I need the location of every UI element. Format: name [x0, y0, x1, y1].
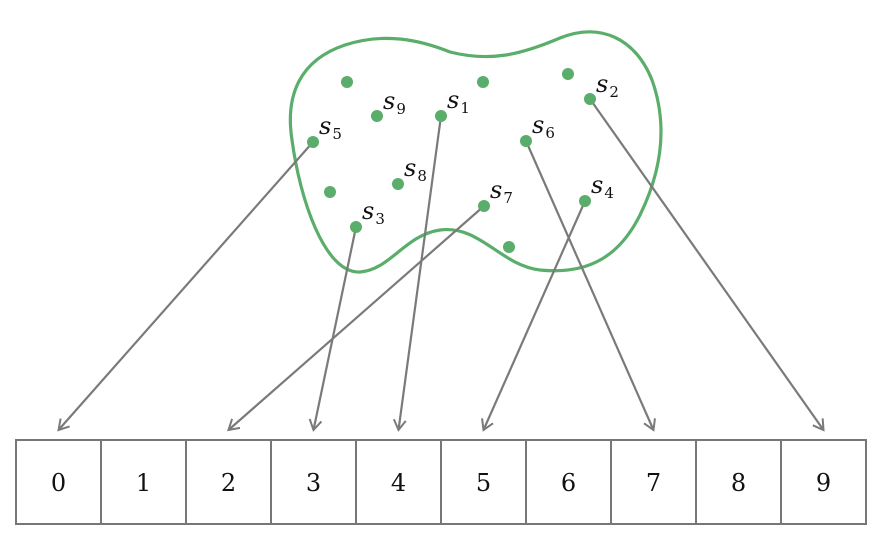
- hash-table: 0 1 2 3 4 5 6 7 8 9: [15, 439, 867, 525]
- table-cell-6: [525, 439, 612, 525]
- table-cell-label-1: 1: [136, 469, 151, 497]
- label-s8: s8: [404, 154, 427, 185]
- dot-s7: [478, 200, 490, 212]
- table-cell-4: [355, 439, 442, 525]
- dot-s6: [520, 135, 532, 147]
- arrow-s1-to-4: [392, 115, 443, 432]
- set-dots: [307, 68, 596, 253]
- arrow-s2-to-9: [589, 98, 825, 432]
- arrow-s6-to-7: [524, 140, 656, 432]
- label-s2: s2: [596, 70, 619, 101]
- arrow-s7-to-2: [227, 205, 485, 432]
- label-s6: s6: [532, 111, 555, 142]
- dot-s3: [350, 221, 362, 233]
- table-cell-label-4: 4: [391, 469, 406, 497]
- arrow-s3-to-3: [308, 226, 358, 432]
- table-cell-8: [695, 439, 782, 525]
- arrow-s4-to-5: [481, 200, 587, 432]
- dot-s9: [371, 110, 383, 122]
- label-s1: s1: [447, 86, 470, 117]
- table-cell-label-9: 9: [816, 469, 831, 497]
- mapping-arrows: [57, 98, 825, 432]
- table-cell-label-2: 2: [221, 469, 236, 497]
- table-cell-label-8: 8: [731, 469, 746, 497]
- unlabeled-dot: [324, 186, 336, 198]
- label-s4: s4: [591, 171, 614, 202]
- set-outline: [288, 30, 663, 274]
- dot-s8: [392, 178, 404, 190]
- arrow-s5-to-0: [57, 141, 314, 432]
- label-s3: s3: [362, 197, 385, 228]
- table-cell-9: [780, 439, 867, 525]
- unlabeled-dot: [503, 241, 515, 253]
- unlabeled-dot: [341, 76, 353, 88]
- table-cell-label-7: 7: [646, 469, 661, 497]
- dot-s4: [579, 195, 591, 207]
- unlabeled-dot: [477, 76, 489, 88]
- label-s5: s5: [319, 112, 342, 143]
- table-cell-label-5: 5: [476, 469, 491, 497]
- dot-s2: [584, 93, 596, 105]
- table-cell-0: [15, 439, 102, 525]
- label-s7: s7: [490, 176, 513, 207]
- dot-s1: [435, 110, 447, 122]
- dot-s5: [307, 136, 319, 148]
- table-cell-1: [100, 439, 187, 525]
- table-cell-label-6: 6: [561, 469, 576, 497]
- element-labels: s1 s2 s3 s4 s5 s6 s7 s8 s9: [319, 70, 619, 228]
- table-cell-label-0: 0: [51, 469, 66, 497]
- unlabeled-dot: [562, 68, 574, 80]
- table-cell-label-3: 3: [306, 469, 321, 497]
- label-s9: s9: [383, 87, 406, 118]
